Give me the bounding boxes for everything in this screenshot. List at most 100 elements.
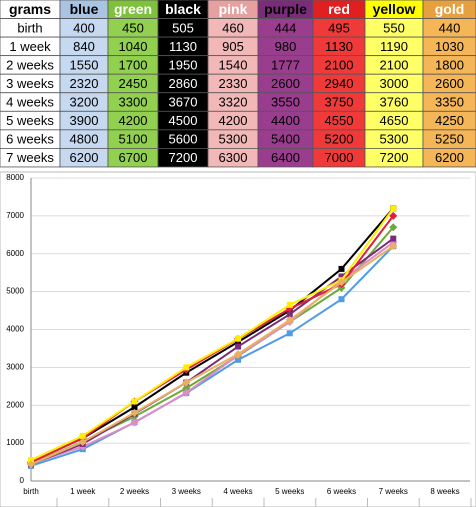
marker (286, 301, 293, 308)
cell-text: 2100 (380, 57, 409, 72)
cell-text: 1130 (169, 39, 197, 54)
x-tick-label: 1 week (70, 487, 96, 496)
marker (389, 242, 398, 251)
marker (130, 418, 139, 427)
cell-text: 3320 (219, 94, 248, 109)
marker (182, 378, 191, 387)
x-tick-label: 8 weeks (430, 487, 459, 496)
marker (234, 350, 242, 359)
marker (27, 460, 35, 469)
cell-text: 460 (222, 20, 244, 35)
cell-text: 3670 (169, 94, 198, 109)
cell-text: 4250 (435, 113, 464, 128)
cell-text: 7 weeks (6, 150, 54, 165)
cell-text: 2940 (325, 76, 354, 91)
header-text: green (114, 1, 152, 17)
cell-text: 505 (172, 20, 194, 35)
marker (182, 388, 191, 397)
cell-text: 3300 (119, 94, 148, 109)
cell-text: 5600 (169, 132, 198, 147)
cell-text: 5300 (380, 132, 409, 147)
y-tick-label: 8000 (6, 173, 24, 182)
cell-text: 4550 (325, 113, 354, 128)
header-text: yellow (373, 1, 416, 17)
cell-text: 2450 (119, 76, 148, 91)
cell-text: 2 weeks (6, 57, 54, 72)
cell-text: 6200 (70, 150, 99, 165)
cell-text: 5250 (435, 132, 464, 147)
y-tick-label: 7000 (6, 211, 24, 220)
cell-text: 444 (275, 20, 297, 35)
y-tick-label: 2000 (6, 400, 24, 409)
table-cell (422, 147, 476, 168)
marker (338, 265, 345, 272)
cell-text: 1 week (9, 39, 51, 54)
cell-text: birth (17, 20, 42, 35)
cell-text: 2860 (169, 76, 198, 91)
cell-text: 2100 (325, 57, 354, 72)
cell-text: 1800 (435, 57, 464, 72)
marker (131, 398, 138, 405)
cell-text: 980 (275, 39, 297, 54)
y-tick-label: 3000 (6, 362, 24, 371)
y-tick-label: 4000 (6, 325, 24, 334)
x-tick-label: 7 weeks (379, 487, 408, 496)
cell-text: 5 weeks (6, 113, 54, 128)
cell-text: 4500 (169, 113, 198, 128)
cell-text: 4800 (70, 132, 99, 147)
marker (235, 343, 241, 350)
cell-text: 400 (73, 20, 95, 35)
cell-text: 440 (439, 20, 461, 35)
header-text: gold (435, 1, 465, 17)
cell-text: 840 (73, 39, 95, 54)
header-text: purple (264, 1, 307, 17)
cell-text: 1550 (70, 57, 99, 72)
cell-text: 2600 (435, 76, 464, 91)
marker (285, 316, 294, 325)
cell-text: 4 weeks (6, 94, 54, 109)
header-text: grams (9, 1, 51, 17)
cell-text: 550 (383, 20, 405, 35)
cell-text: 6400 (271, 150, 300, 165)
cell-text: 7200 (380, 150, 409, 165)
marker (79, 432, 86, 439)
cell-text: 2330 (219, 76, 248, 91)
header-text: pink (219, 1, 248, 17)
cell-text: 2600 (271, 76, 300, 91)
cell-text: 450 (122, 20, 144, 35)
marker (338, 273, 345, 280)
marker (337, 278, 346, 287)
cell-text: 1190 (380, 39, 408, 54)
marker (78, 437, 87, 446)
cell-text: 3 weeks (6, 76, 54, 91)
cell-text: 1950 (169, 57, 198, 72)
cell-text: 3000 (380, 76, 409, 91)
series-line (30, 237, 394, 466)
header-text: blue (70, 1, 99, 17)
cell-text: 6700 (119, 150, 148, 165)
cell-text: 5400 (271, 132, 300, 147)
cell-text: 3900 (70, 113, 99, 128)
x-tick-label: 4 weeks (223, 487, 252, 496)
cell-text: 4200 (119, 113, 148, 128)
cell-text: 3750 (325, 94, 354, 109)
series-line (30, 207, 395, 462)
marker (286, 330, 293, 337)
marker (130, 408, 139, 417)
cell-text: 1540 (219, 57, 248, 72)
cell-text: 3350 (435, 94, 464, 109)
cell-text: 4650 (380, 113, 409, 128)
cell-text: 5100 (119, 132, 148, 147)
cell-text: 1130 (325, 39, 353, 54)
series-line (30, 245, 394, 467)
y-tick-label: 0 (20, 476, 25, 485)
marker (131, 404, 138, 411)
cell-text: 6200 (435, 150, 464, 165)
marker (286, 311, 293, 318)
x-tick-label: 5 weeks (275, 487, 304, 496)
cell-text: 1040 (119, 39, 148, 54)
cell-text: 6300 (219, 150, 248, 165)
cell-text: 1777 (271, 57, 300, 72)
cell-text: 6 weeks (6, 132, 54, 147)
